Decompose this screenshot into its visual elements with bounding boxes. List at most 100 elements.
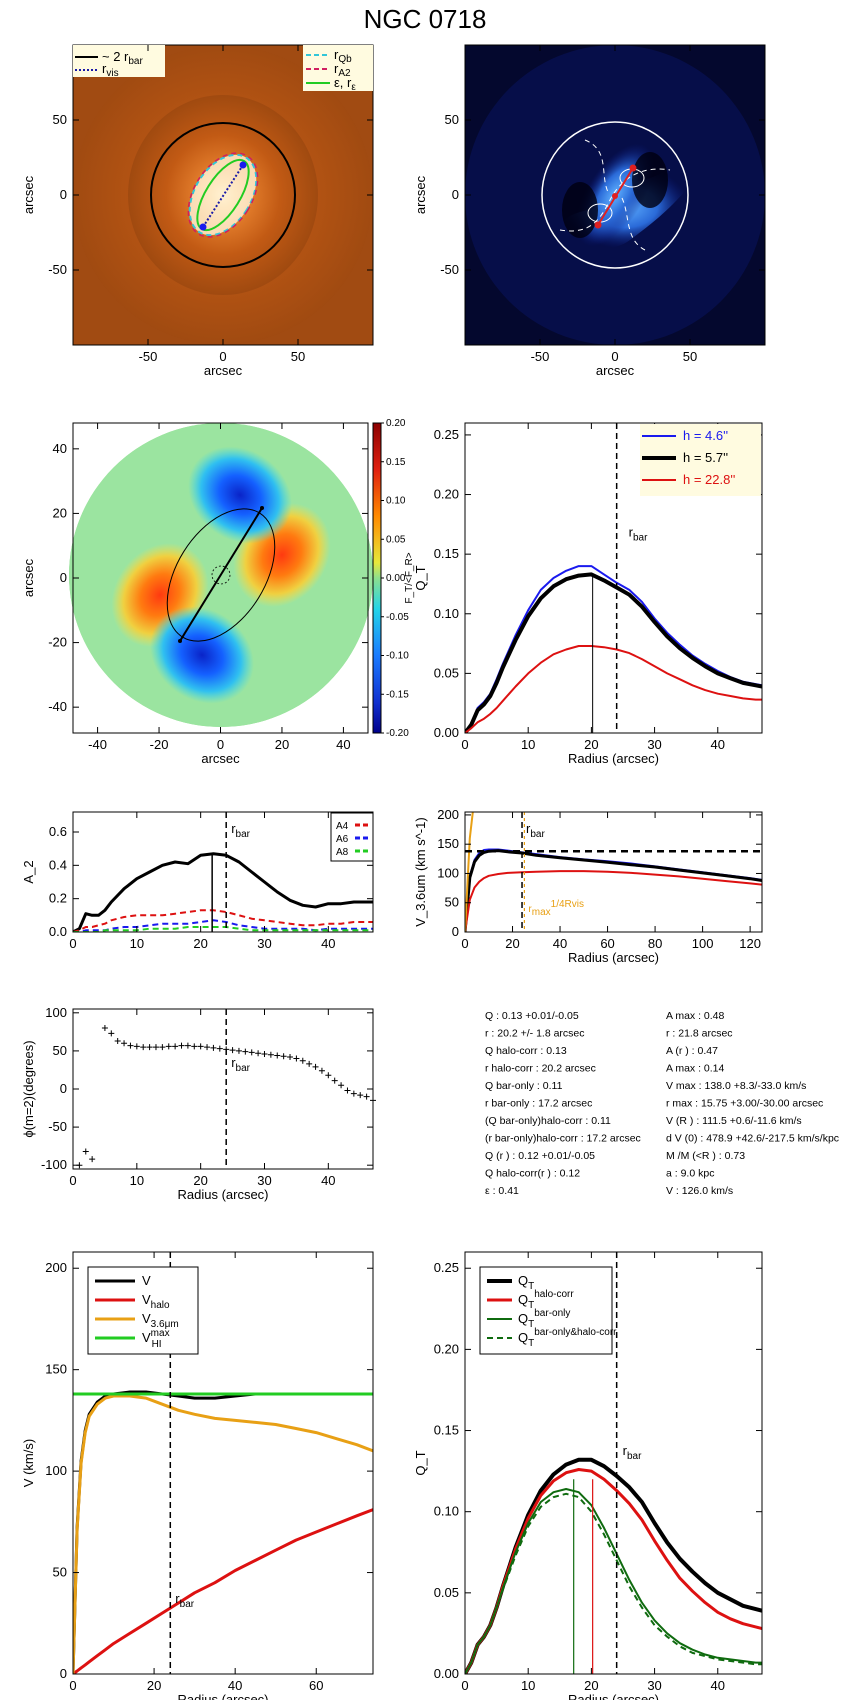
- parameter-line: V : 126.0 km/s: [666, 1185, 733, 1197]
- core-circle: [211, 565, 231, 585]
- rqb-ellipse: [188, 153, 258, 237]
- legend-superscript: halo-corr: [534, 1289, 574, 1300]
- y-tick-label: 40: [53, 441, 67, 456]
- rbar-label: rbar: [231, 821, 250, 840]
- panel-qt-decomposition: 0 10 20 30 40 0.00 0.05 0.10 0.15 0.20 0.25 Radius …: [413, 1251, 763, 1700]
- parameter-line: Q : 0.13 +0.01/-0.05: [485, 1010, 579, 1022]
- data-point: [184, 1042, 191, 1049]
- legend-label-rbar: ~ 2 rbar: [102, 49, 143, 67]
- x-tick-label: 0: [461, 936, 468, 951]
- legend-subscript: T: [528, 1338, 534, 1349]
- data-point: [197, 1043, 204, 1050]
- data-point: [210, 1044, 217, 1051]
- data-point: [114, 1038, 121, 1044]
- panel-rotation-curve: 0 20 40 60 80 100 120 0 50 100 150 200 Radius (arcse…: [413, 807, 763, 965]
- parameter-line: V max : 138.0 +8.3/-33.0 km/s: [666, 1080, 806, 1092]
- x-tick-label: 40: [711, 1678, 725, 1693]
- parameter-line: r bar-only : 17.2 arcsec: [485, 1098, 592, 1110]
- data-point: [299, 1057, 306, 1064]
- plot-area: [465, 423, 762, 733]
- legend-label: h = 4.6'': [683, 428, 728, 443]
- axis-ticks: -50 0 50 -50 0 50 arcsec arcsec: [413, 45, 765, 378]
- parameter-line: r : 20.2 +/- 1.8 arcsec: [485, 1028, 585, 1040]
- y-tick-label: 0.0: [49, 924, 67, 939]
- data-point: [82, 1148, 89, 1155]
- x-axis-label: Radius (arcsec): [177, 1692, 268, 1700]
- legend-superscript: max: [151, 1328, 170, 1339]
- data-point: [344, 1087, 351, 1094]
- data-point: [242, 1048, 249, 1055]
- series-line: [465, 645, 762, 733]
- legend-subscript: T: [528, 1300, 534, 1311]
- legend-superscript: bar-only: [534, 1308, 570, 1319]
- colorbar-tick-label: -0.10: [386, 651, 409, 662]
- y-tick-label: 0: [60, 570, 67, 585]
- x-tick-label: 10: [130, 936, 144, 951]
- rmax-superscript: 1/4Rvis: [551, 899, 584, 910]
- y-tick-label: 0.25: [434, 427, 459, 442]
- x-tick-label: 30: [257, 1173, 271, 1188]
- y-tick-label: 50: [53, 1565, 67, 1580]
- y-tick-label: 0.15: [434, 1423, 459, 1438]
- data-point: [121, 1040, 128, 1047]
- data-point: [306, 1060, 313, 1067]
- colorbar-tick-label: 0.00: [386, 573, 406, 584]
- y-tick-label: 100: [437, 865, 459, 880]
- parameter-line: r max : 15.75 +3.00/-30.00 arcsec: [666, 1098, 823, 1110]
- x-tick-label: 0: [461, 1678, 468, 1693]
- data-point: [287, 1054, 294, 1060]
- axes-frame: [72, 1008, 374, 1170]
- x-tick-label: -50: [139, 349, 158, 364]
- y-axis-label: arcsec: [21, 558, 36, 597]
- bar-axis: [179, 507, 263, 642]
- x-tick-label: -50: [531, 349, 550, 364]
- colorbar-ticks: 0.20 0.15 0.10 0.05 0.00 -0.05 -0.10 -0.15 -0.20: [381, 418, 409, 739]
- plot-area: [465, 812, 762, 932]
- x-tick-label: 20: [147, 1678, 161, 1693]
- legend-label-rqb: rQb: [334, 47, 352, 65]
- y-tick-label: 100: [45, 1005, 67, 1020]
- series-line: [73, 926, 373, 932]
- data-point: [229, 1047, 236, 1054]
- parameter-line: (Q bar-only)halo-corr : 0.11: [485, 1115, 611, 1127]
- data-point: [133, 1043, 140, 1050]
- y-tick-label: -100: [41, 1157, 67, 1172]
- y-tick-label: 0.4: [49, 857, 67, 872]
- data-point: [204, 1044, 211, 1051]
- x-tick-label: 10: [521, 1678, 535, 1693]
- data-point: [280, 1053, 287, 1060]
- legend-subscript: T: [528, 1281, 534, 1292]
- x-tick-label: -20: [150, 737, 169, 752]
- parameter-line: a : 9.0 kpc: [666, 1168, 714, 1180]
- parameter-list: Q : 0.13 +0.01/-0.05 r : 20.2 +/- 1.8 arc…: [485, 1010, 839, 1197]
- y-tick-label: 0: [60, 1081, 67, 1096]
- x-tick-label: 30: [647, 1678, 661, 1693]
- legend-label-ra2: rA2: [334, 61, 351, 79]
- y-tick-label: 0.05: [434, 1585, 459, 1600]
- y-tick-label: 0: [60, 1666, 67, 1681]
- plot-area: [73, 812, 373, 932]
- data-point: [165, 1043, 172, 1050]
- panel-galaxy-image: ~ 2 rbar rvis rQb rA2 ε, rε -50 0 50 -50 0 50…: [21, 44, 374, 378]
- y-tick-label: 50: [445, 112, 459, 127]
- rvis-endpoint: [199, 223, 207, 231]
- ra2-ellipse: [187, 152, 259, 238]
- x-tick-label: 10: [130, 1173, 144, 1188]
- y-axis-label: Q_T: [413, 565, 428, 590]
- plot-area: [465, 1252, 762, 1674]
- data-point: [312, 1063, 319, 1070]
- x-tick-label: 20: [505, 936, 519, 951]
- y-tick-label: 0.10: [434, 606, 459, 621]
- series-line: [73, 852, 373, 932]
- spiral-dash: [621, 197, 646, 251]
- y-tick-label: 150: [45, 1362, 67, 1377]
- x-tick-label: 40: [336, 737, 350, 752]
- x-tick-label: 0: [611, 349, 618, 364]
- colorbar-tick-label: 0.20: [386, 418, 406, 429]
- parameter-line: M /M (<R ) : 0.73: [666, 1150, 745, 1162]
- legend-left-box: [73, 45, 165, 77]
- dark-region: [632, 152, 668, 208]
- bar-endpoint: [594, 221, 602, 229]
- y-tick-label: 0: [60, 187, 67, 202]
- panel-qt-profile: 0 10 20 30 40 0.00 0.05 0.10 0.15 0.20 0.25 Radius …: [413, 422, 763, 766]
